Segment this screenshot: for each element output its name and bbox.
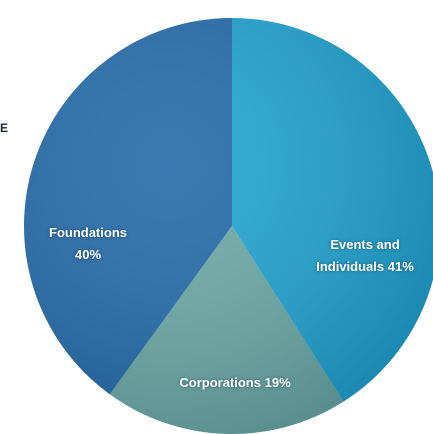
slice-label: Corporations 19% [160, 372, 310, 394]
value-label: 41% [388, 259, 414, 274]
page: E Events and Individuals 41%Corporations… [0, 0, 433, 434]
category-label: Foundations [49, 225, 127, 240]
slice-label: Foundations 40% [38, 222, 138, 266]
value-label: 40% [75, 247, 101, 262]
value-label: 19% [265, 375, 291, 390]
slice-label: Events and Individuals 41% [305, 234, 425, 278]
category-label: Corporations [179, 375, 261, 390]
chart [0, 0, 433, 434]
